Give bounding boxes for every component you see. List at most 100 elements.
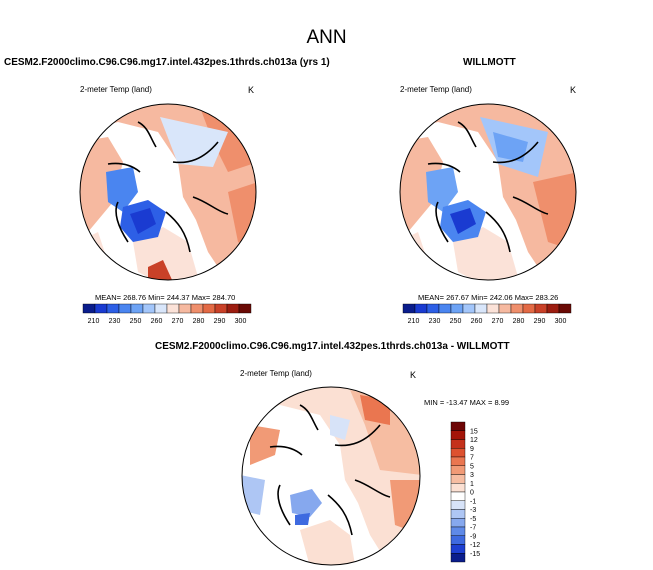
page-title: ANN bbox=[306, 27, 347, 48]
bottom-title: CESM2.F2000climo.C96.C96.mg17.intel.432p… bbox=[155, 341, 510, 352]
map-boundary bbox=[241, 386, 421, 566]
colorbar-swatch bbox=[450, 553, 466, 563]
colorbar-swatch bbox=[546, 303, 560, 314]
colorbar-tick-label: -3 bbox=[470, 507, 476, 514]
colorbar-swatches bbox=[82, 303, 252, 314]
colorbar-swatch bbox=[522, 303, 536, 314]
colorbar-tick-label: 270 bbox=[492, 318, 504, 325]
colorbar-tick-label: 250 bbox=[450, 318, 462, 325]
colorbar-tick-label: -12 bbox=[470, 542, 480, 549]
colorbar-swatch bbox=[450, 526, 466, 536]
north-america-diff-warm bbox=[250, 425, 280, 465]
colorbar-swatch bbox=[474, 303, 488, 314]
greenland-diff-cold bbox=[295, 513, 310, 525]
colorbar-swatch bbox=[214, 303, 228, 314]
colorbar-swatch bbox=[450, 474, 466, 484]
colorbar-tick-label: 7 bbox=[470, 455, 474, 462]
europe-land bbox=[453, 227, 518, 280]
arctic-diff-cool bbox=[330, 415, 350, 440]
canada-arctic-cool bbox=[106, 167, 138, 212]
colorbar-tick-label: 3 bbox=[470, 472, 474, 479]
colorbar-tick-label: -1 bbox=[470, 498, 476, 505]
colorbar-tick-label: 280 bbox=[513, 318, 525, 325]
colorbar-swatch bbox=[438, 303, 452, 314]
colorbar-tick-label: 270 bbox=[172, 318, 184, 325]
colorbar-swatch bbox=[486, 303, 500, 314]
bottom-field-label: 2-meter Temp (land) bbox=[240, 369, 312, 378]
bottom-map bbox=[241, 386, 421, 566]
colorbar-swatches bbox=[450, 421, 466, 563]
colorbar-tick-label: 260 bbox=[151, 318, 163, 325]
colorbar-swatch bbox=[190, 303, 204, 314]
bottom-colorbar: 15 12 9 75 3 1 0-1 -3 -5 -7-9 -12 -15 bbox=[450, 421, 480, 563]
north-america-land bbox=[400, 137, 443, 232]
colorbar-swatch bbox=[450, 430, 466, 440]
colorbar-tick-label: -7 bbox=[470, 525, 476, 532]
colorbar-swatch bbox=[450, 465, 466, 475]
colorbar-tick-label: 280 bbox=[193, 318, 205, 325]
colorbar-tick-label: 210 bbox=[408, 318, 420, 325]
colorbar-tick-label: 230 bbox=[429, 318, 441, 325]
siberia-cool bbox=[160, 117, 228, 167]
top-left-stats: MEAN= 268.76 Min= 244.37 Max= 284.70 bbox=[95, 293, 236, 302]
colorbar-tick-label: -9 bbox=[470, 533, 476, 540]
colorbar-tick-label: 1 bbox=[470, 481, 474, 488]
colorbar-tick-label: 300 bbox=[555, 318, 567, 325]
colorbar-tick-label: 0 bbox=[470, 490, 474, 497]
top-left-map bbox=[79, 103, 257, 281]
top-right-colorbar: 210 230 250 260 270 280 290 300 bbox=[402, 303, 572, 325]
colorbar-tick-label: 5 bbox=[470, 463, 474, 470]
north-america-land bbox=[80, 137, 123, 232]
colorbar-swatch bbox=[558, 303, 572, 314]
colorbar-swatch bbox=[178, 303, 192, 314]
colorbar-swatch bbox=[510, 303, 524, 314]
colorbar-tick-label: -15 bbox=[470, 551, 480, 558]
colorbar-tick-label: 290 bbox=[534, 318, 546, 325]
map-boundary bbox=[399, 103, 577, 281]
colorbar-tick-label: 290 bbox=[214, 318, 226, 325]
colorbar-swatch bbox=[450, 439, 466, 449]
colorbar-tick-label: 250 bbox=[130, 318, 142, 325]
colorbar-swatch bbox=[450, 535, 466, 545]
bottom-stats: MIN = -13.47 MAX = 8.99 bbox=[424, 398, 510, 407]
colorbar-tick-label: -5 bbox=[470, 516, 476, 523]
colorbar-swatch bbox=[534, 303, 548, 314]
colorbar-swatch bbox=[402, 303, 416, 314]
colorbar-swatch bbox=[462, 303, 476, 314]
coastlines bbox=[427, 121, 549, 253]
colorbar-swatch bbox=[450, 483, 466, 493]
colorbar-tick-label: 300 bbox=[235, 318, 247, 325]
colorbar-swatch bbox=[414, 303, 428, 314]
canada-arctic-cool bbox=[426, 167, 458, 212]
colorbar-tick-labels: 15 12 9 75 3 1 0-1 -3 -5 -7-9 -12 -15 bbox=[470, 428, 480, 558]
colorbar-swatch bbox=[118, 303, 132, 314]
colorbar-swatch bbox=[450, 509, 466, 519]
colorbar-tick-label: 15 bbox=[470, 428, 478, 435]
top-left-units: K bbox=[248, 85, 255, 95]
colorbar-swatch bbox=[94, 303, 108, 314]
colorbar-swatch bbox=[450, 491, 466, 501]
top-right-field-label: 2-meter Temp (land) bbox=[400, 85, 472, 94]
colorbar-swatch bbox=[82, 303, 96, 314]
colorbar-swatch bbox=[450, 456, 466, 466]
colorbar-swatch bbox=[130, 303, 144, 314]
top-left-field-label: 2-meter Temp (land) bbox=[80, 85, 152, 94]
colorbar-swatch bbox=[426, 303, 440, 314]
colorbar-swatch bbox=[226, 303, 240, 314]
coastlines bbox=[107, 121, 229, 253]
colorbar-tick-labels: 210 230 250 260 270 280 290 300 bbox=[88, 318, 247, 325]
colorbar-swatch bbox=[202, 303, 216, 314]
greenland-diff bbox=[290, 489, 322, 517]
colorbar-swatch bbox=[142, 303, 156, 314]
europe-diff bbox=[300, 520, 355, 565]
colorbar-swatch bbox=[498, 303, 512, 314]
colorbar-swatch bbox=[106, 303, 120, 314]
siberia-cold bbox=[493, 132, 528, 162]
top-right-map bbox=[399, 103, 577, 281]
map-boundary bbox=[79, 103, 257, 281]
colorbar-swatch bbox=[450, 421, 466, 431]
bottom-units: K bbox=[410, 370, 417, 380]
colorbar-swatch bbox=[450, 500, 466, 510]
colorbar-swatch bbox=[450, 448, 466, 458]
colorbar-tick-label: 12 bbox=[470, 437, 478, 444]
